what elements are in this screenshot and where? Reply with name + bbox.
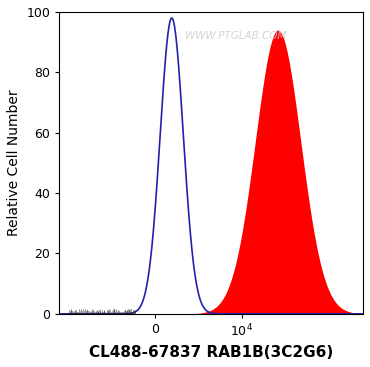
- X-axis label: CL488-67837 RAB1B(3C2G6): CL488-67837 RAB1B(3C2G6): [89, 345, 333, 360]
- Text: WWW.PTGLAB.COM: WWW.PTGLAB.COM: [185, 31, 286, 41]
- Y-axis label: Relative Cell Number: Relative Cell Number: [7, 90, 21, 236]
